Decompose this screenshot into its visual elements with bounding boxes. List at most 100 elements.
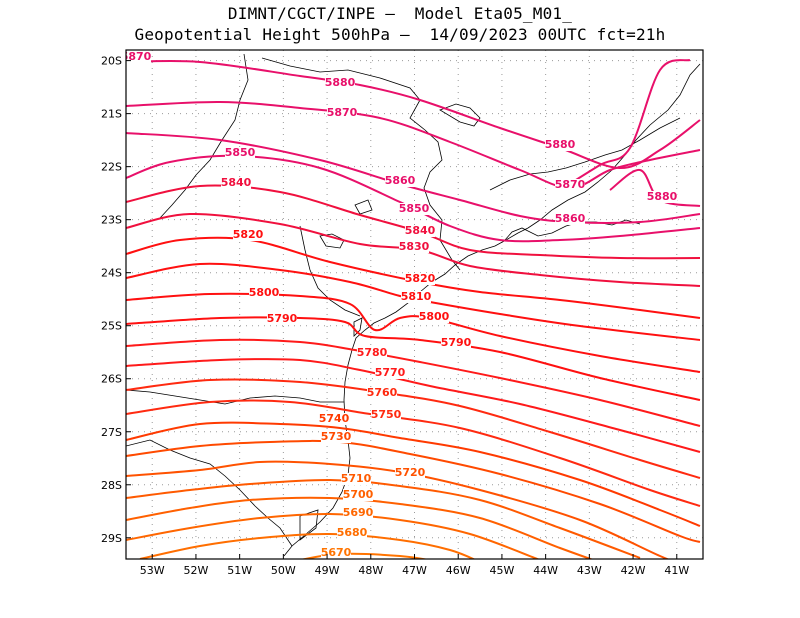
contour-label-bg — [249, 287, 279, 299]
contour-5860 — [126, 132, 701, 224]
contour-label-bg — [555, 213, 585, 225]
state-border-path — [261, 57, 461, 271]
contour-label-5670: 5670 — [321, 546, 352, 559]
lat-tick-label: 25S — [101, 320, 122, 333]
contour-label-5800: 5800 — [249, 286, 280, 299]
contour-label-5720: 5720 — [395, 466, 426, 479]
lat-tick-label: 26S — [101, 373, 122, 386]
contour-label-5790: 5790 — [267, 312, 298, 325]
contour-label-5820: 5820 — [233, 228, 264, 241]
state-border-path — [299, 225, 361, 317]
contour-label-5870: 5870 — [121, 50, 152, 63]
contour-label-bg — [399, 241, 429, 253]
lat-tick-label: 29S — [101, 532, 122, 545]
contour-5810 — [126, 262, 701, 341]
map-title-line2: Geopotential Height 500hPa – 14/09/2023 … — [134, 25, 666, 44]
contour-label-5740: 5740 — [319, 412, 350, 425]
contour-5690 — [126, 512, 541, 559]
lat-lon-grid — [126, 50, 703, 559]
height-contours — [126, 59, 701, 559]
contour-label-5800: 5800 — [419, 310, 450, 323]
lon-tick-label: 47W — [402, 564, 427, 577]
contour-label-5870: 5870 — [327, 106, 358, 119]
coastline-bay-path — [504, 219, 641, 241]
contour-label-bg — [401, 291, 431, 303]
contour-label-5690: 5690 — [343, 506, 374, 519]
contour-label-bg — [337, 527, 367, 539]
lon-tick-label: 42W — [621, 564, 646, 577]
contour-label-bg — [267, 313, 297, 325]
contour-label-bg — [327, 107, 357, 119]
contour-label-bg — [126, 51, 151, 63]
contour-5790 — [126, 316, 701, 401]
contour-label-bg — [343, 507, 373, 519]
contour-label-bg — [399, 203, 429, 215]
lon-tick-label: 48W — [358, 564, 383, 577]
lon-tick-label: 43W — [577, 564, 602, 577]
contour-5870 — [126, 100, 701, 189]
contour-labels: 5880 5880 5880 5870 5870 5870 5860 5860 5850 5850… — [121, 50, 678, 559]
contour-label-bg — [405, 273, 435, 285]
contour-label-bg — [395, 467, 425, 479]
contour-label-bg — [341, 473, 371, 485]
contour-label-bg — [545, 139, 575, 151]
axis-ticks: 20S 21S 22S 23S 24S 25S 26S 27S 28S 29S 53W 52W 51W 5… — [101, 55, 689, 577]
contour-label-bg — [375, 367, 405, 379]
contour-label-bg — [367, 387, 397, 399]
contour-label-5680: 5680 — [337, 526, 368, 539]
contour-label-5700: 5700 — [343, 488, 374, 501]
contour-label-5870: 5870 — [555, 178, 586, 191]
contour-5730 — [126, 439, 701, 543]
state-border-path — [489, 117, 681, 191]
lon-tick-label: 52W — [184, 564, 209, 577]
contour-label-bg — [225, 147, 255, 159]
contour-5800 — [126, 292, 701, 373]
contour-label-5860: 5860 — [555, 212, 586, 225]
contour-label-5730: 5730 — [321, 430, 352, 443]
lagoon-south-path — [299, 509, 319, 541]
contour-label-bg — [233, 229, 263, 241]
contour-label-5780: 5780 — [357, 346, 388, 359]
contour-label-5790: 5790 — [441, 336, 472, 349]
contour-label-5850: 5850 — [225, 146, 256, 159]
contour-5880 — [126, 59, 701, 170]
contour-label-bg — [441, 337, 471, 349]
contour-label-bg — [321, 431, 351, 443]
lon-tick-label: 50W — [271, 564, 296, 577]
contour-label-bg — [319, 413, 349, 425]
contour-5780 — [126, 338, 701, 427]
contour-label-bg — [343, 489, 373, 501]
contour-label-5760: 5760 — [367, 386, 398, 399]
lon-tick-label: 53W — [140, 564, 165, 577]
contour-5870 — [559, 59, 691, 191]
map-title-line1: DIMNT/CGCT/INPE – Model Eta05_M01_ — [227, 4, 573, 23]
contour-label-5750: 5750 — [371, 408, 402, 421]
contour-label-5840: 5840 — [405, 224, 436, 237]
contour-5740 — [126, 421, 701, 527]
contour-label-5840: 5840 — [221, 176, 252, 189]
lon-tick-label: 46W — [446, 564, 471, 577]
contour-label-bg — [647, 191, 677, 203]
lon-tick-label: 45W — [489, 564, 514, 577]
reservoir-path — [439, 103, 481, 127]
lat-tick-label: 24S — [101, 267, 122, 280]
state-border-path — [126, 439, 293, 547]
lat-tick-label: 22S — [101, 161, 122, 174]
contour-5770 — [126, 357, 701, 453]
contour-label-5880: 5880 — [325, 76, 356, 89]
state-border-path — [126, 389, 344, 405]
coastline-borders — [126, 53, 701, 557]
contour-label-5710: 5710 — [341, 472, 372, 485]
contour-label-5810: 5810 — [401, 290, 432, 303]
lat-tick-label: 20S — [101, 55, 122, 68]
contour-label-5880: 5880 — [545, 138, 576, 151]
lon-tick-label: 41W — [664, 564, 689, 577]
contour-label-bg — [385, 175, 415, 187]
reservoir-path — [354, 199, 373, 215]
contour-5670 — [299, 552, 429, 559]
contour-label-bg — [419, 311, 449, 323]
lon-tick-label: 51W — [227, 564, 252, 577]
state-border-path — [159, 53, 249, 219]
lat-tick-label: 27S — [101, 426, 122, 439]
